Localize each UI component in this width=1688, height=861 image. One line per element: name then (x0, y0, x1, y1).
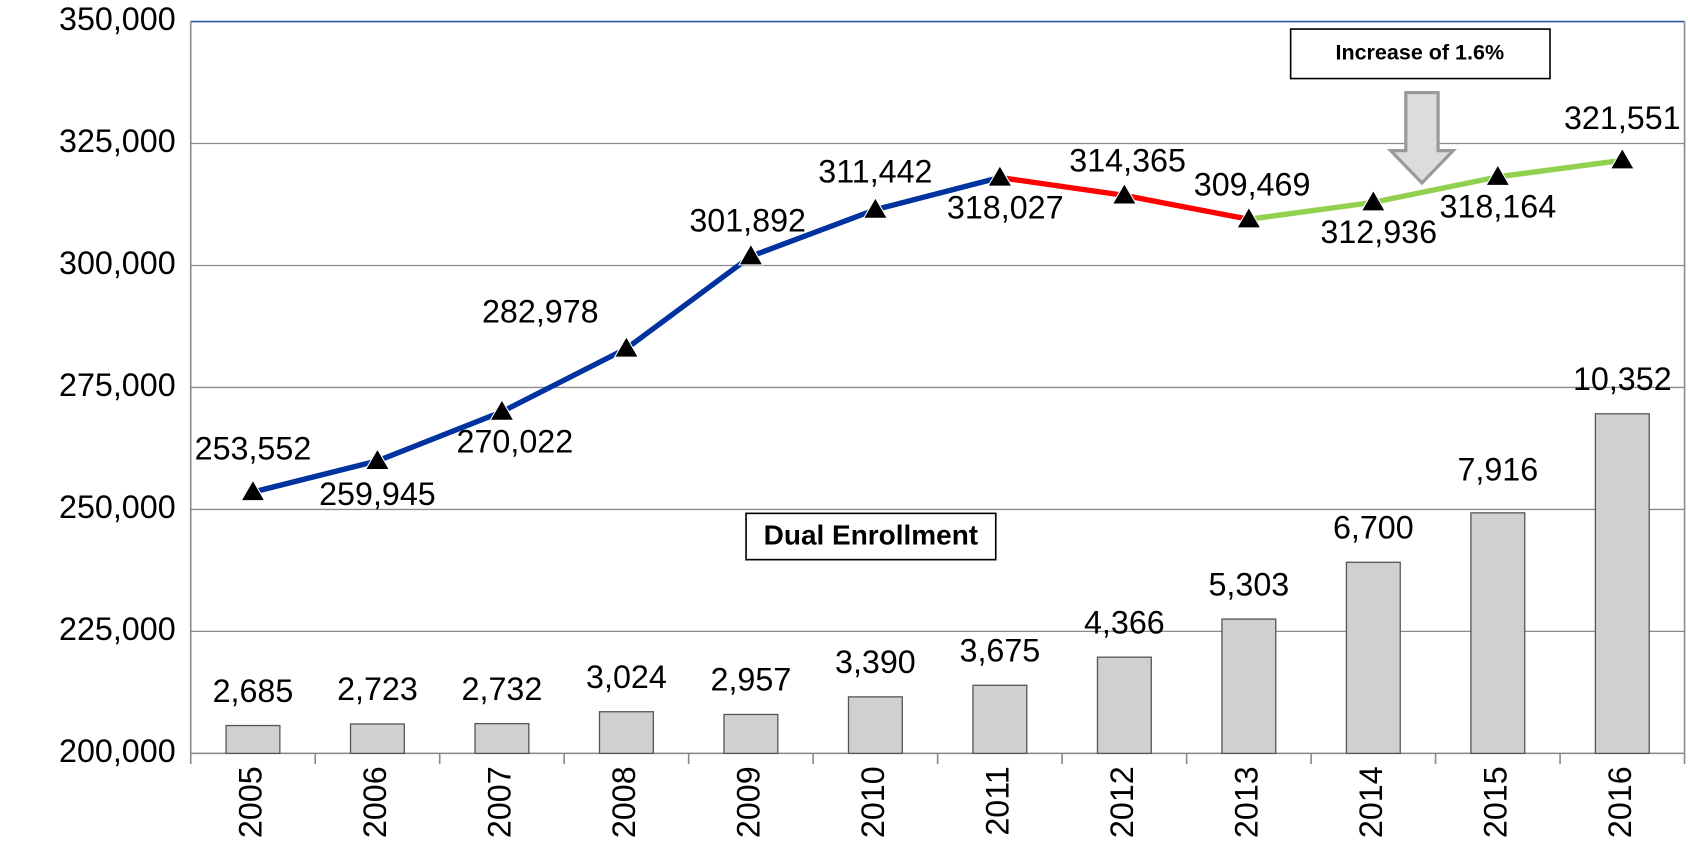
marker (489, 398, 515, 421)
x-tick-label: 2008 (606, 766, 642, 838)
x-tick-label: 2013 (1228, 766, 1264, 838)
y-tick-label: 275,000 (59, 367, 176, 403)
bar-value-label: 4,366 (1084, 604, 1165, 640)
x-tick-label: 2005 (232, 766, 268, 838)
marker (738, 243, 764, 266)
x-tick-label: 2009 (730, 766, 766, 838)
marker (1236, 206, 1262, 229)
bar-value-label: 2,957 (711, 662, 792, 698)
y-tick-label: 300,000 (59, 245, 176, 281)
bar-value-label: 10,352 (1573, 361, 1672, 397)
line-value-label: 314,365 (1069, 143, 1186, 179)
line-segment (997, 174, 1128, 199)
line-segment (748, 206, 879, 259)
marker (1485, 163, 1511, 187)
bar (1594, 413, 1650, 755)
line-value-label: 282,978 (482, 294, 599, 330)
x-tick-label: 2006 (357, 766, 393, 838)
y-tick-label: 200,000 (59, 733, 176, 769)
line-value-label: 318,164 (1440, 189, 1557, 225)
bar (474, 722, 530, 755)
bar (1470, 512, 1526, 755)
bar (598, 711, 654, 755)
line-segment (1370, 174, 1501, 206)
line-value-label: 311,442 (818, 154, 932, 190)
line-value-label: 259,945 (319, 476, 436, 512)
marker (364, 447, 391, 471)
line-value-label: 309,469 (1194, 167, 1311, 203)
bar (723, 713, 779, 755)
marker (862, 196, 889, 219)
bar-value-label: 2,723 (337, 671, 418, 707)
line-segment (499, 345, 630, 415)
bar (1096, 656, 1152, 755)
bar-value-label: 2,685 (213, 673, 294, 709)
bar (225, 724, 281, 755)
bar-value-label: 3,390 (835, 644, 916, 680)
bar (847, 696, 903, 755)
arrow (1386, 90, 1457, 186)
annotation-box (745, 512, 997, 561)
line-segment (250, 458, 381, 495)
line-segment (1246, 199, 1377, 222)
marker (1360, 189, 1387, 212)
annotation-box (1289, 28, 1551, 80)
bar (349, 723, 405, 755)
y-tick-label: 325,000 (59, 123, 176, 159)
x-tick-label: 2011 (979, 766, 1015, 835)
line-value-label: 318,027 (947, 189, 1064, 225)
bar (972, 684, 1028, 755)
marker (1111, 182, 1138, 205)
line-value-label: 301,892 (689, 202, 806, 238)
line-value-label: 253,552 (195, 431, 312, 467)
x-tick-label: 2015 (1477, 766, 1513, 838)
bar-value-label: 5,303 (1208, 566, 1289, 602)
bar-value-label: 6,700 (1333, 510, 1414, 546)
line-value-label: 321,551 (1564, 100, 1681, 136)
marker (1609, 147, 1636, 170)
line-segment (1495, 157, 1625, 180)
line-segment (872, 174, 1003, 213)
annotation-text: Increase of 1.6% (1335, 41, 1504, 65)
annotation-text: Dual Enrollment (764, 519, 978, 550)
x-tick-label: 2012 (1104, 766, 1140, 838)
bar (1221, 618, 1277, 755)
y-tick-label: 225,000 (59, 611, 176, 647)
marker (613, 335, 640, 358)
line-segment (623, 253, 754, 352)
line-segment (1121, 192, 1252, 222)
bar (1345, 561, 1401, 755)
line-value-label: 270,022 (457, 424, 574, 460)
bar-value-label: 3,024 (586, 659, 667, 695)
line-segment (374, 409, 505, 464)
x-tick-label: 2014 (1353, 766, 1389, 838)
y-tick-label: 350,000 (59, 1, 176, 37)
bar-value-label: 3,675 (960, 633, 1041, 669)
bar-value-label: 2,732 (462, 671, 543, 707)
annotation-increase (1386, 90, 1457, 186)
bar-value-label: 7,916 (1457, 451, 1538, 487)
x-tick-label: 2010 (855, 766, 891, 838)
x-tick-label: 2007 (481, 766, 517, 838)
y-tick-label: 250,000 (59, 489, 176, 525)
marker (987, 164, 1013, 187)
x-tick-label: 2016 (1602, 766, 1638, 838)
marker (240, 479, 266, 502)
line-value-label: 312,936 (1320, 214, 1437, 250)
